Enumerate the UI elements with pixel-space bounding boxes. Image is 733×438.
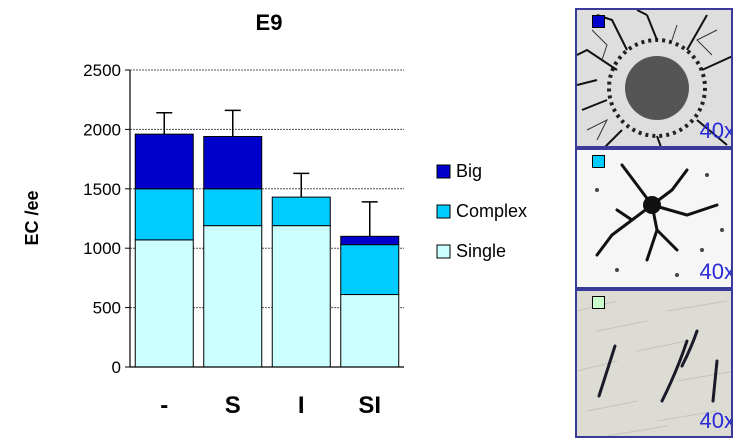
bar-segment-big [134, 133, 194, 190]
bar-segment-big [340, 235, 400, 246]
micrograph-single-image [577, 291, 731, 436]
y-tick-label: 0 [112, 358, 121, 377]
micrograph-big-image [577, 10, 731, 146]
error-bars [156, 109, 378, 237]
bar-segment-single [340, 294, 400, 368]
legend-swatch-big [436, 164, 451, 179]
y-axis-ticks: 0 500 1000 1500 2000 2500 [83, 61, 130, 377]
legend: Big Complex Single [436, 161, 527, 261]
y-tick-label: 500 [93, 299, 121, 318]
chart-title: E9 [256, 10, 283, 35]
bars [134, 133, 400, 368]
y-tick-label: 2000 [83, 120, 121, 139]
x-axis-categories: - S I SI [160, 392, 381, 419]
bar-segment-big [203, 136, 263, 190]
micrograph-big: 40x [575, 8, 733, 148]
y-tick-label: 2500 [83, 61, 121, 80]
bar-segment-single [134, 239, 194, 368]
legend-label-single: Single [456, 241, 506, 261]
marker-square-big [592, 15, 605, 28]
bar-segment-complex [134, 188, 194, 241]
magnification-label: 40x [699, 408, 733, 433]
marker-square-single [592, 296, 605, 309]
x-category-label: - [160, 392, 168, 419]
legend-swatch-complex [436, 204, 451, 219]
marker-square-complex [592, 155, 605, 168]
micrograph-single: 40x [575, 289, 733, 438]
x-category-label: SI [358, 392, 381, 419]
x-category-label: S [225, 392, 241, 419]
y-axis-label: EC /ee [22, 190, 42, 245]
magnification-label: 40x [699, 259, 733, 284]
legend-swatch-single [436, 244, 451, 259]
bar-segment-complex [340, 244, 400, 296]
bar-segment-single [203, 225, 263, 368]
legend-label-complex: Complex [456, 201, 527, 221]
micrograph-complex-image [577, 150, 731, 287]
bar-segment-complex [203, 188, 263, 227]
bar-segment-single [271, 225, 331, 368]
y-tick-label: 1500 [83, 180, 121, 199]
y-tick-label: 1000 [83, 239, 121, 258]
axes [129, 70, 404, 368]
legend-label-big: Big [456, 161, 482, 181]
magnification-label: 40x [699, 118, 733, 143]
bar-segment-complex [271, 196, 331, 227]
micrograph-complex: 40x [575, 148, 733, 289]
x-category-label: I [298, 392, 305, 419]
